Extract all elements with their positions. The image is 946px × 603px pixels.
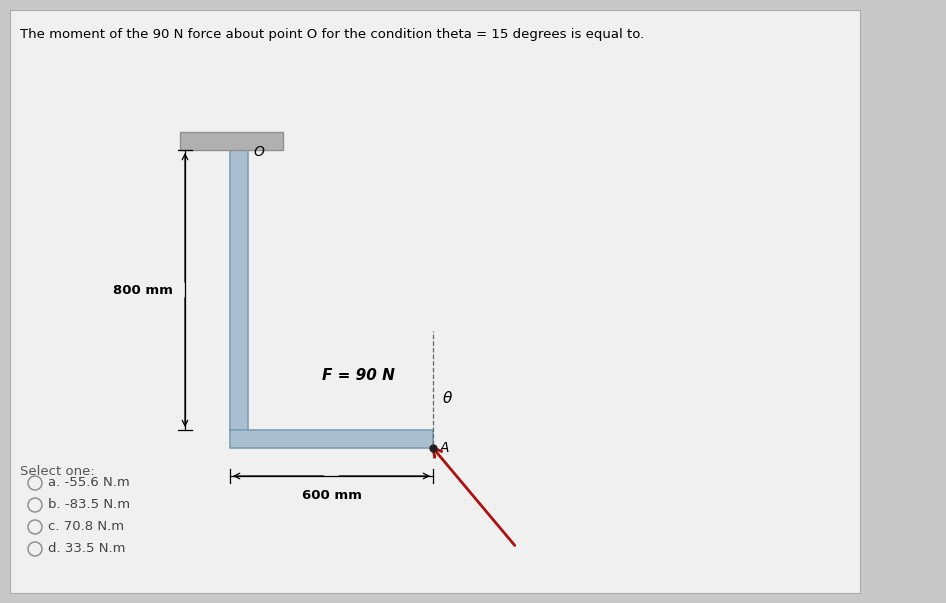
FancyBboxPatch shape: [180, 132, 283, 150]
Text: b. -83.5 N.m: b. -83.5 N.m: [48, 499, 131, 511]
Text: θ: θ: [443, 391, 452, 406]
Text: F = 90 N: F = 90 N: [322, 368, 394, 384]
Text: A: A: [440, 441, 449, 455]
FancyBboxPatch shape: [10, 10, 860, 593]
Text: Select one:: Select one:: [20, 465, 95, 478]
FancyBboxPatch shape: [230, 430, 433, 448]
Text: 600 mm: 600 mm: [302, 489, 361, 502]
Text: The moment of the 90 N force about point O for the condition theta = 15 degrees : The moment of the 90 N force about point…: [20, 28, 644, 41]
Text: 800 mm: 800 mm: [114, 283, 173, 297]
Circle shape: [28, 476, 42, 490]
Text: a. -55.6 N.m: a. -55.6 N.m: [48, 476, 130, 490]
Circle shape: [28, 498, 42, 512]
Text: O: O: [253, 145, 264, 159]
Circle shape: [28, 520, 42, 534]
Text: c. 70.8 N.m: c. 70.8 N.m: [48, 520, 124, 534]
Text: d. 33.5 N.m: d. 33.5 N.m: [48, 543, 126, 555]
FancyBboxPatch shape: [230, 150, 248, 430]
Circle shape: [28, 542, 42, 556]
